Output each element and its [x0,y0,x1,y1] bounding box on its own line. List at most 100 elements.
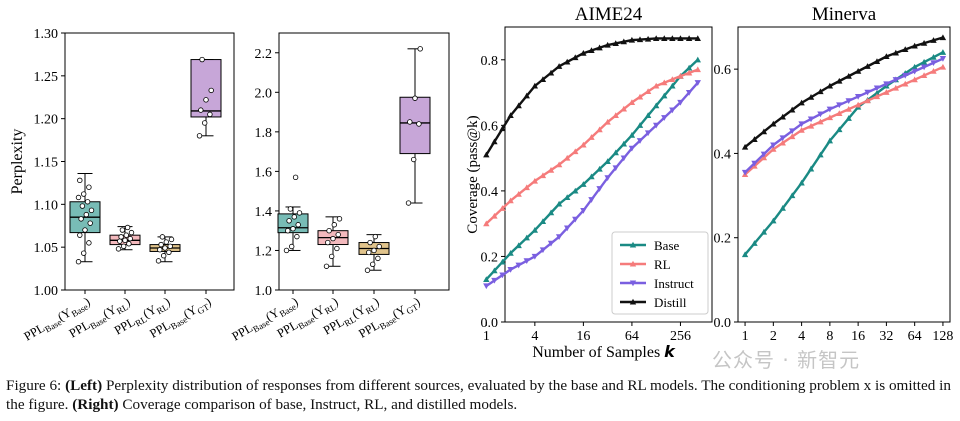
series-marker [580,141,587,148]
series-marker [826,137,834,144]
series-marker [798,127,805,133]
series-marker [604,158,611,164]
x-tick-label: 2 [770,329,777,344]
series-marker [798,179,805,186]
data-point [291,214,297,220]
series-marker [902,72,909,79]
data-point [78,216,84,222]
data-point [86,240,92,246]
data-point [416,121,422,127]
series-marker [652,102,660,109]
series-marker [515,262,522,269]
series-marker [628,36,636,43]
series-marker [873,85,881,92]
series-rl [741,63,947,178]
series-marker [507,197,514,204]
line-panel-frame-1 [737,26,951,323]
series-marker [836,126,843,133]
series-marker [628,145,636,152]
y-tick-label: 0.4 [714,147,732,162]
y-tick-label: 1.2 [255,244,273,259]
series-marker [892,77,900,83]
data-point [376,243,382,250]
series-marker [531,253,539,260]
series-instruct [483,80,701,290]
series-marker [694,35,701,42]
series-distill [741,34,947,150]
y-tick-label: 1.00 [34,284,59,299]
data-point [160,253,167,259]
line-panel-frame-0 [504,26,713,323]
caption-fig-label: Figure 6: [6,377,62,394]
series-marker [580,207,587,214]
series-marker [629,298,637,305]
series-marker [779,113,786,120]
y-tick-label: 1.05 [34,241,59,256]
series-marker [572,148,579,155]
y-tick-label: 1.6 [255,165,273,180]
series-marker [652,122,660,129]
series-marker [499,125,506,132]
data-point [196,133,203,139]
series-marker [588,173,595,180]
series-marker [920,58,928,65]
series-marker [483,151,490,158]
x-tick-label: PPLBase(YGT) [147,294,214,342]
series-marker [539,247,547,254]
series-marker [826,114,834,121]
figure-caption: Figure 6: (Left) Perplexity distribution… [6,376,956,414]
series-marker [555,200,563,207]
chart-title: AIME24 [575,4,643,25]
series-marker [628,131,636,138]
data-point [325,239,331,246]
x-tick-label: 1 [742,329,749,344]
series-marker [788,106,796,113]
series-marker [845,72,852,79]
data-point [155,258,162,264]
series-marker [596,186,603,192]
y-tick-label: 0.4 [481,185,499,200]
caption-right-label: (Right) [72,396,119,413]
data-point [122,237,128,244]
series-marker [629,280,637,287]
series-marker [845,105,852,112]
box [399,96,431,155]
series-marker [685,89,693,96]
data-point [203,97,209,103]
series-marker [555,63,563,69]
series-marker [491,277,498,284]
series-marker [661,79,668,86]
data-point [334,245,340,252]
series-marker [596,126,603,133]
series-marker [836,102,843,109]
series-marker [539,76,547,83]
data-point [75,259,82,265]
data-point [167,243,173,250]
series-marker [572,187,579,194]
y-tick-label: 0.6 [481,119,499,134]
series-marker [911,68,918,75]
series-marker [930,54,937,60]
series-marker [845,115,852,121]
y-axis-label: Perplexity [9,129,26,195]
y-tick-label: 1.25 [34,70,59,85]
series-marker [751,136,758,142]
series-marker [817,151,824,158]
series-marker [854,93,862,100]
data-point [84,199,91,205]
series-marker [572,216,579,223]
y-tick-label: 1.30 [34,27,59,42]
series-marker [572,54,579,61]
box-panel-frame-1 [278,32,450,291]
series-marker [911,42,918,49]
series-marker [507,266,514,273]
series-marker [883,89,890,95]
series-marker [604,175,611,181]
series-marker [644,130,652,137]
data-point [83,211,89,218]
series-marker [547,69,555,76]
series-marker [539,218,547,225]
data-point [407,119,413,125]
series-marker [564,194,571,201]
data-point [208,87,214,94]
